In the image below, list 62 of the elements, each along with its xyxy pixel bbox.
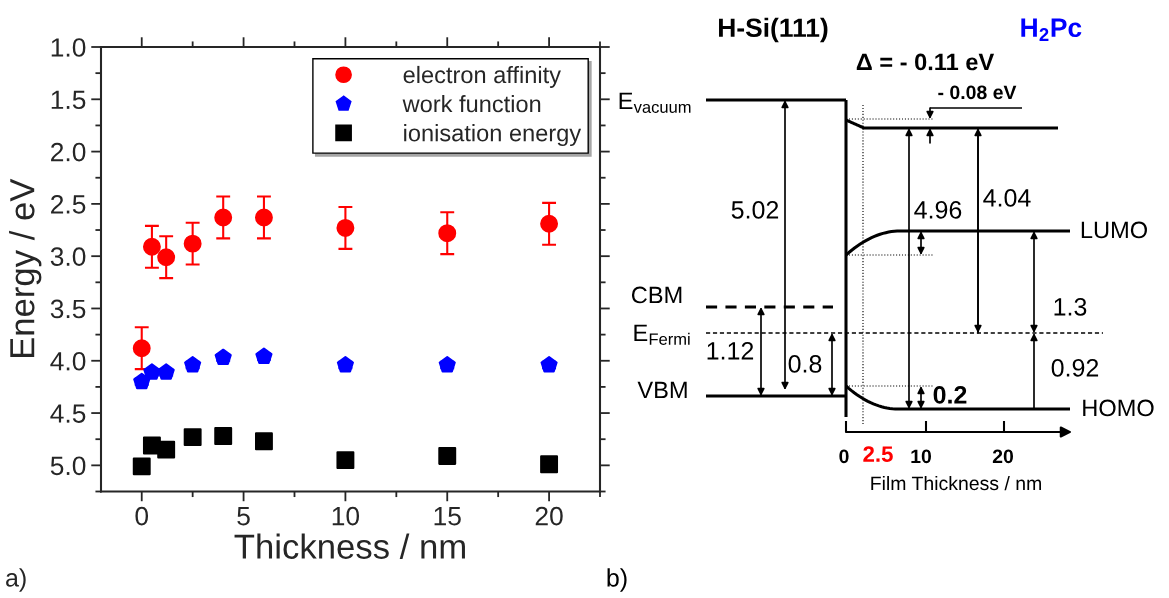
text: 0.2 xyxy=(933,386,967,404)
y-tick-label: 2.5 xyxy=(51,195,86,214)
legend-label: ionisation energy xyxy=(404,124,582,147)
point xyxy=(438,446,457,465)
point xyxy=(254,208,273,227)
text: a) xyxy=(6,568,26,592)
x-tick-label: 20 xyxy=(535,506,563,526)
point xyxy=(183,234,202,253)
y-tick-label: 5.0 xyxy=(50,456,86,476)
text: E$_{Fermi}$ xyxy=(634,324,690,345)
text: HOMO xyxy=(1083,399,1154,417)
y-tick-label: 2.0 xyxy=(51,142,86,162)
point xyxy=(157,248,176,267)
text: - 0.08 eV xyxy=(938,85,1017,100)
text: 4.96 xyxy=(914,201,962,219)
text: H$_{2}$Pc xyxy=(1021,18,1082,41)
point xyxy=(438,224,457,243)
y-tick-label: 1.0 xyxy=(51,38,86,57)
point xyxy=(183,428,202,447)
point xyxy=(254,432,273,451)
text: 0.8 xyxy=(788,355,822,373)
point xyxy=(255,347,273,365)
text: 4.04 xyxy=(983,189,1031,207)
text: H-Si(111) xyxy=(719,17,828,43)
text: 5.02 xyxy=(731,201,779,219)
text: 2.5 xyxy=(863,446,893,462)
point xyxy=(336,451,355,470)
text: VBM xyxy=(637,381,687,399)
x-tick-label: 10 xyxy=(332,506,360,526)
text: Δ = - 0.11 eV xyxy=(856,53,995,71)
x-tick-label: 0 xyxy=(135,506,149,526)
point xyxy=(157,440,176,459)
point xyxy=(214,208,233,227)
x-tick-label: 5 xyxy=(237,507,250,526)
text: 0 xyxy=(839,449,849,464)
text: CBM xyxy=(631,286,682,304)
legend-label: electron affinity xyxy=(403,65,561,88)
y-tick-label: 3.5 xyxy=(50,299,86,319)
point xyxy=(132,339,151,358)
text: E$_{vacuum}$ xyxy=(619,92,691,113)
legend-label: work function xyxy=(402,94,541,113)
point xyxy=(540,214,559,233)
y-tick-label: 4.5 xyxy=(50,404,86,423)
y-tick-label: 4.0 xyxy=(50,351,86,371)
text: 20 xyxy=(992,449,1014,464)
y-axis-title: Energy / eV xyxy=(9,178,42,358)
y-tick-label: 1.5 xyxy=(51,90,86,110)
point xyxy=(132,457,151,476)
point xyxy=(142,237,161,256)
point xyxy=(214,427,233,446)
text: 1.12 xyxy=(707,342,754,360)
point xyxy=(336,218,355,237)
text: 10 xyxy=(911,449,932,464)
x-axis-title: Thickness / nm xyxy=(234,533,465,559)
text: 1.3 xyxy=(1054,298,1087,316)
point xyxy=(540,455,559,474)
text: 0.92 xyxy=(1051,359,1099,377)
text: LUMO xyxy=(1081,221,1147,239)
y-tick-label: 3.0 xyxy=(50,247,86,266)
text: Film Thickness / nm xyxy=(871,475,1041,491)
x-tick-label: 15 xyxy=(434,507,461,526)
text: b) xyxy=(607,568,627,592)
